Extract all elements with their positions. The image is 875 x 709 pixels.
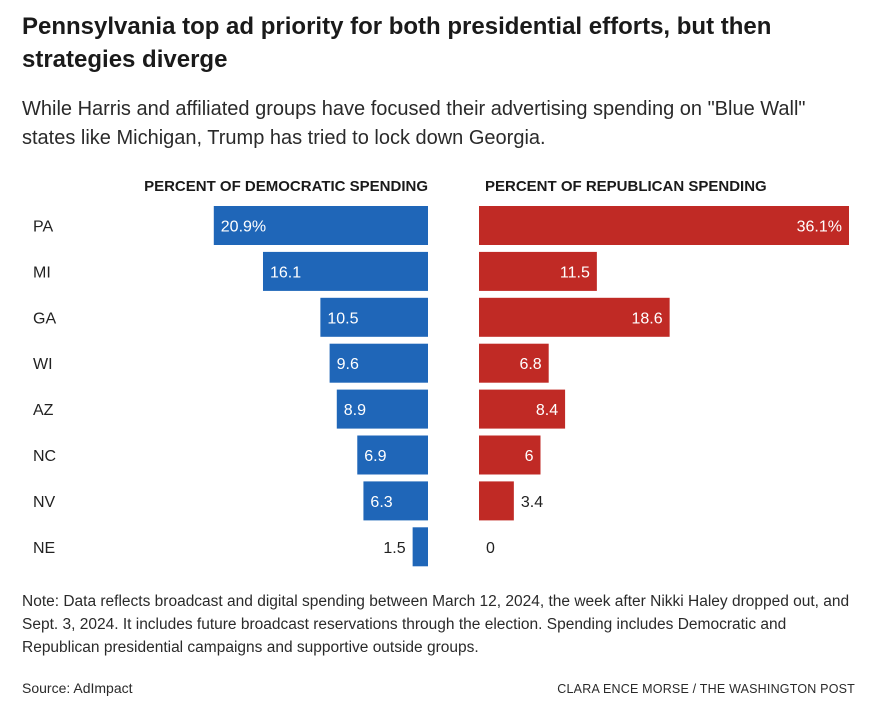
state-label-wi: WI	[33, 356, 53, 373]
dem-bar-ne	[412, 527, 428, 567]
rep-bar-mi	[479, 251, 597, 291]
dem-value-label-nv: 6.3	[370, 494, 392, 511]
state-label-pa: PA	[33, 219, 53, 236]
rep-bar-nc	[479, 435, 541, 475]
state-label-nv: NV	[33, 494, 56, 511]
dem-value-label-ne: 1.5	[383, 540, 405, 557]
dem-value-label-ga: 10.5	[327, 310, 358, 327]
rep-value-label-pa: 36.1%	[797, 219, 842, 236]
dem-bar-nv	[363, 481, 428, 521]
rep-value-label-ne: 0	[486, 540, 495, 557]
chart-source: Source: AdImpact	[22, 680, 133, 696]
rep-value-label-nc: 6	[525, 448, 534, 465]
state-label-ga: GA	[33, 310, 56, 327]
chart-subtitle: While Harris and affiliated groups have …	[22, 98, 806, 149]
state-label-az: AZ	[33, 402, 54, 419]
rep-bar-nv	[479, 481, 514, 521]
dem-bar-ga	[320, 297, 428, 337]
diverging-bar-chart: PERCENT OF DEMOCRATIC SPENDING PERCENT OF…	[33, 178, 849, 567]
dem-value-label-nc: 6.9	[364, 448, 386, 465]
rep-value-label-az: 8.4	[536, 402, 558, 419]
state-label-nc: NC	[33, 448, 56, 465]
dem-value-label-pa: 20.9%	[221, 219, 266, 236]
dem-value-label-wi: 9.6	[337, 356, 359, 373]
dem-bar-pa	[213, 206, 428, 245]
rep-value-label-nv: 3.4	[521, 494, 543, 511]
chart-note: Note: Data reflects broadcast and digita…	[22, 593, 850, 656]
chart-title: Pennsylvania top ad priority for both pr…	[22, 13, 772, 73]
dem-bar-mi	[262, 251, 428, 291]
state-label-ne: NE	[33, 540, 55, 557]
state-label-mi: MI	[33, 264, 51, 281]
rep-bar-wi	[479, 343, 549, 383]
rep-series-header: PERCENT OF REPUBLICAN SPENDING	[485, 178, 767, 195]
rep-bar-pa	[479, 206, 849, 245]
rep-value-label-mi: 11.5	[560, 264, 590, 281]
chart-credit: CLARA ENCE MORSE / THE WASHINGTON POST	[557, 682, 855, 696]
rep-value-label-wi: 6.8	[519, 356, 541, 373]
dem-bar-wi	[329, 343, 428, 383]
dem-bar-az	[336, 389, 428, 429]
dem-value-label-az: 8.9	[344, 402, 366, 419]
rep-bar-ga	[479, 297, 670, 337]
rep-value-label-ga: 18.6	[631, 310, 662, 327]
dem-series-header: PERCENT OF DEMOCRATIC SPENDING	[144, 178, 428, 195]
dem-bar-nc	[357, 435, 428, 475]
dem-value-label-mi: 16.1	[270, 264, 301, 281]
rep-bar-az	[479, 389, 566, 429]
